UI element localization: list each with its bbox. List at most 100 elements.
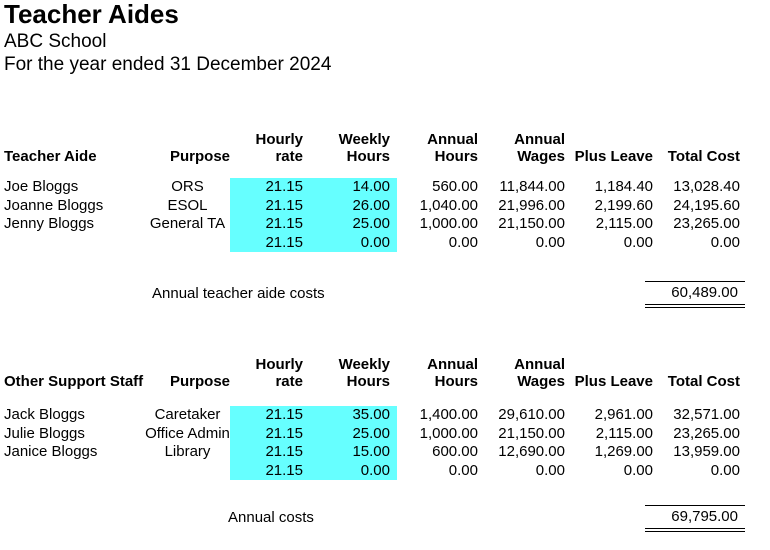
cell-hourly-rate[interactable]: 21.15	[230, 178, 310, 197]
cell-purpose: ORS	[171, 178, 204, 195]
col-header-hourly-rate: Hourly rate	[255, 131, 303, 165]
cell-purpose: ESOL	[167, 196, 208, 214]
teacher-aide-header-row: Teacher Aide Purpose Hourly rate Weekly Ho…	[4, 131, 747, 165]
cell-weekly-hours[interactable]: 14.00	[310, 178, 397, 197]
table-row: 21.15 0.00 0.00 0.00 0.00 0.00	[4, 233, 747, 253]
table-row: Jack Bloggs Caretaker 21.15 35.00 1,400.…	[4, 406, 747, 425]
table-row: Joanne Bloggs ESOL 21.15 26.00 1,040.00 …	[4, 196, 747, 215]
cell-annual-wages: 11,844.00	[499, 178, 565, 195]
cell-annual-hours: 600.00	[432, 443, 478, 460]
cell-annual-hours: 1,000.00	[419, 215, 478, 232]
cell-weekly-hours[interactable]: 25.00	[310, 424, 397, 443]
col-header-weekly-hours: Weekly Hours	[338, 131, 390, 165]
cell-plus-leave: 0.00	[623, 233, 653, 251]
cell-purpose: Caretaker	[154, 406, 221, 423]
col-header-annual-hours: Annual Hours	[427, 356, 478, 390]
cell-name	[4, 234, 145, 253]
cell-purpose: General TA	[149, 215, 226, 232]
cell-annual-wages: 29,610.00	[498, 406, 565, 423]
cell-name	[4, 462, 145, 481]
cell-purpose: Office Admin	[145, 424, 230, 442]
col-header-teacher-aide: Teacher Aide	[4, 148, 97, 165]
col-header-other-support-staff: Other Support Staff	[4, 373, 144, 390]
cell-annual-wages: 21,150.00	[498, 215, 565, 232]
cell-hourly-rate[interactable]: 21.15	[230, 424, 310, 443]
cell-purpose	[145, 462, 230, 481]
cell-annual-wages: 21,150.00	[498, 424, 565, 442]
cell-total-cost: 23,265.00	[673, 215, 740, 232]
annual-teacher-aide-costs-total: 60,489.00	[645, 281, 745, 308]
cell-annual-hours: 1,400.00	[419, 406, 478, 423]
cell-annual-wages: 21,996.00	[498, 196, 565, 214]
cell-plus-leave: 2,115.00	[595, 424, 653, 442]
cell-annual-hours: 1,000.00	[419, 424, 478, 442]
cell-plus-leave: 1,269.00	[594, 443, 653, 460]
col-header-plus-leave: Plus Leave	[574, 148, 653, 165]
cell-annual-hours: 0.00	[448, 233, 478, 251]
table-row: Julie Bloggs Office Admin 21.15 25.00 1,…	[4, 424, 747, 443]
cell-total-cost: 32,571.00	[673, 406, 740, 423]
cell-total-cost: 24,195.60	[673, 196, 740, 214]
cell-total-cost: 13,028.40	[673, 178, 740, 195]
cell-total-cost: 23,265.00	[673, 424, 740, 442]
annual-teacher-aide-costs-label: Annual teacher aide costs	[152, 285, 325, 302]
teacher-aide-table: Teacher Aide Purpose Hourly rate Weekly Ho…	[4, 131, 747, 252]
col-header-annual-wages: Annual Wages	[514, 356, 565, 390]
cell-plus-leave: 1,184.40	[594, 178, 653, 195]
cell-hourly-rate[interactable]: 21.15	[230, 443, 310, 462]
cell-plus-leave: 2,115.00	[595, 215, 653, 232]
period-line: For the year ended 31 December 2024	[4, 54, 332, 75]
col-header-purpose: Purpose	[169, 373, 230, 390]
annual-costs-label: Annual costs	[228, 509, 314, 526]
cell-weekly-hours[interactable]: 25.00	[310, 215, 397, 234]
cell-name: Janice Bloggs	[4, 443, 98, 460]
table-row: Janice Bloggs Library 21.15 15.00 600.00…	[4, 443, 747, 462]
table-row: Jenny Bloggs General TA 21.15 25.00 1,00…	[4, 215, 747, 234]
cell-total-cost: 13,959.00	[673, 443, 740, 460]
cell-hourly-rate[interactable]: 21.15	[230, 406, 310, 425]
cell-purpose	[145, 234, 230, 253]
annual-costs-total: 69,795.00	[645, 505, 745, 532]
cell-name: Jenny Bloggs	[4, 215, 95, 232]
cell-weekly-hours[interactable]: 26.00	[310, 196, 397, 215]
cell-hourly-rate[interactable]: 21.15	[230, 196, 310, 215]
cell-annual-hours: 1,040.00	[419, 196, 478, 214]
cell-total-cost: 0.00	[710, 233, 740, 251]
cell-weekly-hours[interactable]: 0.00	[310, 461, 397, 480]
cell-weekly-hours[interactable]: 15.00	[310, 443, 397, 462]
col-header-plus-leave: Plus Leave	[574, 373, 653, 390]
cell-name: Jack Bloggs	[4, 406, 85, 423]
cell-annual-wages: 12,690.00	[498, 443, 565, 460]
cell-plus-leave: 2,199.60	[594, 196, 653, 214]
table-row: Joe Bloggs ORS 21.15 14.00 560.00 11,844…	[4, 178, 747, 197]
cell-hourly-rate[interactable]: 21.15	[230, 461, 310, 480]
col-header-weekly-hours: Weekly Hours	[338, 356, 390, 390]
other-support-staff-header-row: Other Support Staff Purpose Hourly rate W…	[4, 356, 747, 390]
col-header-total-cost: Total Cost	[667, 148, 740, 165]
cell-name: Julie Bloggs	[4, 424, 85, 442]
page-title: Teacher Aides	[4, 0, 179, 29]
col-header-annual-wages: Annual Wages	[514, 131, 565, 165]
cell-name: Joe Bloggs	[4, 178, 79, 195]
cell-hourly-rate[interactable]: 21.15	[230, 233, 310, 252]
cell-weekly-hours[interactable]: 0.00	[310, 233, 397, 252]
cell-total-cost: 0.00	[710, 461, 740, 479]
cell-plus-leave: 0.00	[623, 461, 653, 479]
col-header-annual-hours: Annual Hours	[427, 131, 478, 165]
cell-purpose: Library	[164, 443, 211, 460]
cell-plus-leave: 2,961.00	[594, 406, 653, 423]
col-header-hourly-rate: Hourly rate	[255, 356, 303, 390]
table-row: 21.15 0.00 0.00 0.00 0.00 0.00	[4, 461, 747, 481]
cell-annual-wages: 0.00	[535, 461, 565, 479]
cell-annual-hours: 0.00	[448, 461, 478, 479]
cell-hourly-rate[interactable]: 21.15	[230, 215, 310, 234]
other-support-staff-table: Other Support Staff Purpose Hourly rate W…	[4, 356, 747, 480]
cell-name: Joanne Bloggs	[4, 196, 104, 214]
cell-annual-wages: 0.00	[535, 233, 565, 251]
col-header-purpose: Purpose	[169, 148, 230, 165]
col-header-total-cost: Total Cost	[667, 373, 740, 390]
cell-annual-hours: 560.00	[432, 178, 478, 195]
cell-weekly-hours[interactable]: 35.00	[310, 406, 397, 425]
school-name: ABC School	[4, 31, 107, 52]
